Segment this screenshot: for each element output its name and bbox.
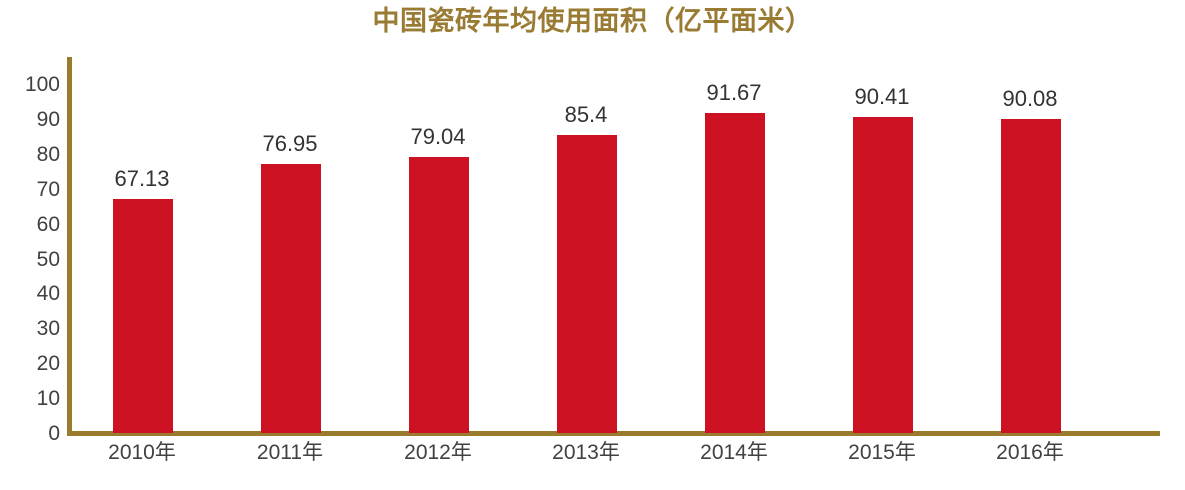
y-tick-label: 90 (36, 107, 60, 131)
chart-title: 中国瓷砖年均使用面积（亿平面米） (372, 6, 813, 36)
bar[interactable] (853, 117, 913, 433)
y-tick-label: 20 (36, 352, 60, 376)
bar[interactable] (113, 198, 173, 433)
y-tick-label: 0 (48, 422, 60, 445)
y-tick-label: 80 (36, 142, 60, 166)
bar-value-label: 90.08 (1002, 85, 1058, 111)
y-tick-label: 50 (36, 247, 60, 271)
x-tick-label: 2014年 (700, 441, 768, 464)
bar-value-label: 79.04 (410, 124, 466, 150)
x-tick-label: 2011年 (256, 441, 324, 464)
bar-value-label: 76.95 (262, 131, 318, 157)
y-tick-label: 70 (36, 177, 60, 201)
y-axis-tick-labels: 100 90 80 70 60 50 40 30 20 10 0 (10, 0, 60, 490)
y-axis-line (67, 57, 72, 436)
bar[interactable] (261, 164, 321, 433)
bar[interactable] (557, 134, 617, 433)
x-tick-label: 2016年 (996, 441, 1064, 464)
bar[interactable] (409, 157, 469, 433)
bar[interactable] (1001, 118, 1061, 433)
y-tick-label: 100 (24, 73, 60, 96)
bar-value-label: 67.13 (114, 165, 170, 191)
y-tick-label: 30 (36, 317, 60, 341)
x-axis-line (67, 431, 1160, 436)
y-tick-label: 10 (36, 387, 60, 411)
bar-value-label: 91.67 (706, 80, 762, 106)
bar[interactable] (705, 113, 765, 433)
bar-value-label: 90.41 (854, 84, 910, 110)
x-tick-label: 2010年 (108, 441, 176, 464)
x-tick-label: 2013年 (552, 441, 620, 464)
x-tick-label: 2015年 (848, 441, 916, 464)
y-tick-label: 40 (36, 282, 60, 306)
bar-value-label: 85.4 (564, 101, 608, 127)
x-tick-label: 2012年 (404, 441, 472, 464)
y-tick-label: 60 (36, 212, 60, 236)
